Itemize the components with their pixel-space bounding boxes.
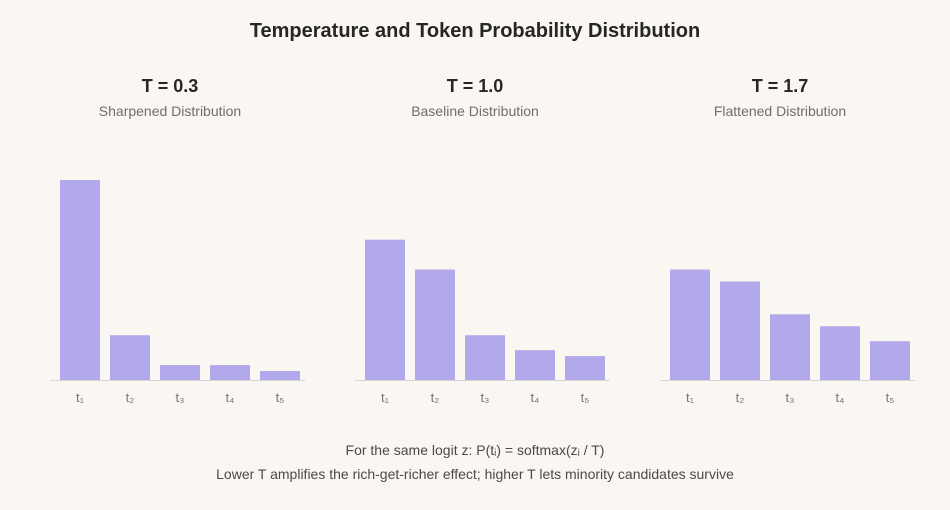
x-tick-label: t₄ (531, 390, 540, 405)
x-tick-label: t₄ (836, 390, 845, 405)
x-tick-label: t₂ (736, 390, 745, 405)
bar-2 (415, 269, 455, 380)
bar-1 (670, 269, 710, 380)
x-tick-label: t₂ (431, 390, 440, 405)
bar-1 (60, 180, 100, 380)
panel-subtitle: Flattened Distribution (714, 103, 846, 119)
panel-subtitle: Baseline Distribution (411, 103, 539, 119)
x-tick-label: t₁ (686, 390, 695, 405)
x-tick-label: t₄ (226, 390, 235, 405)
x-tick-label: t₁ (76, 390, 85, 405)
bar-3 (160, 365, 200, 380)
bar-3 (465, 335, 505, 380)
bar-4 (820, 326, 860, 380)
x-tick-label: t₅ (276, 390, 285, 405)
x-tick-label: t₅ (581, 390, 590, 405)
x-tick-label: t₂ (126, 390, 135, 405)
bar-3 (770, 314, 810, 380)
bar-5 (260, 371, 300, 380)
panel-subtitle: Sharpened Distribution (99, 103, 241, 119)
bar-5 (565, 356, 605, 380)
panel-title: T = 1.0 (447, 76, 504, 96)
explanation-caption: Lower T amplifies the rich-get-richer ef… (216, 466, 734, 482)
panel-title: T = 1.7 (752, 76, 809, 96)
bar-1 (365, 239, 405, 380)
x-tick-label: t₃ (786, 390, 795, 405)
x-tick-label: t₃ (481, 390, 490, 405)
panel-title: T = 0.3 (142, 76, 199, 96)
bar-4 (515, 350, 555, 380)
x-tick-label: t₁ (381, 390, 390, 405)
formula-caption: For the same logit z: P(tᵢ) = softmax(zᵢ… (345, 442, 605, 458)
panel-3: T = 1.7 Flattened Distribution t₁ t₂ t₃ t₄ t₅ (660, 76, 915, 405)
x-tick-label: t₃ (176, 390, 185, 405)
bar-5 (870, 341, 910, 380)
panel-1: T = 0.3 Sharpened Distribution t₁ t₂ t₃ t₄ t₅ (50, 76, 305, 405)
bar-4 (210, 365, 250, 380)
x-tick-label: t₅ (886, 390, 895, 405)
chart-title: Temperature and Token Probability Distri… (249, 20, 701, 42)
bar-2 (110, 335, 150, 380)
panel-2: T = 1.0 Baseline Distribution t₁ t₂ t₃ t₄ t₅ (355, 76, 610, 405)
bar-2 (720, 281, 760, 380)
